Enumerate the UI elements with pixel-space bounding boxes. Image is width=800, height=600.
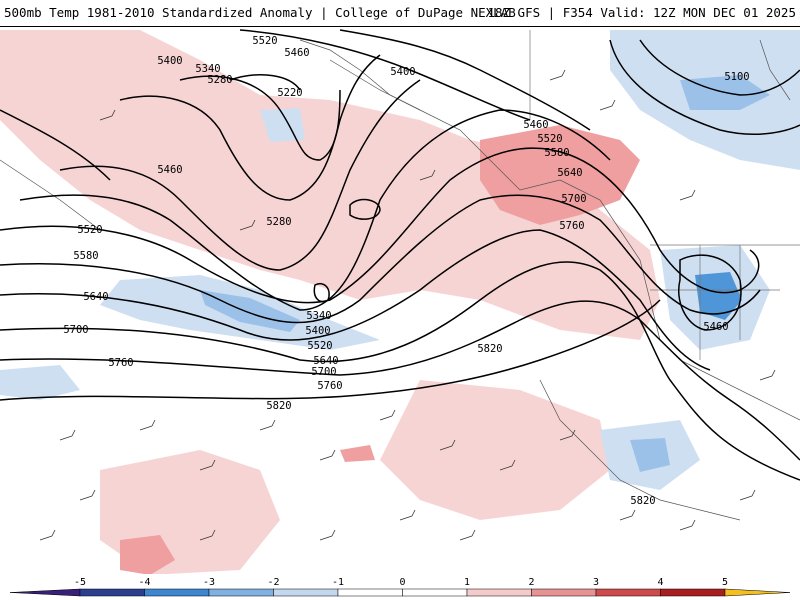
contour-label: 5460: [703, 321, 728, 333]
colorbar-band: [208, 588, 274, 597]
contour-label: 5820: [630, 495, 655, 507]
contour-label: 5280: [266, 216, 291, 228]
contour-label: 5520: [77, 224, 102, 236]
colorbar-tick-label: -5: [74, 577, 86, 588]
warm-anomaly-pacific: [0, 30, 660, 340]
contour-label: 5820: [266, 400, 291, 412]
contour-label: 5280: [207, 74, 232, 86]
warm-anomaly-small: [120, 535, 175, 575]
contour-label: 5340: [195, 63, 220, 75]
contour-labels: 5520 5460 5400 5340 5280 5220 5400 5460 …: [63, 35, 749, 507]
colorbar-tick-label: 0: [399, 577, 405, 588]
contour-label: 5760: [559, 220, 584, 232]
contour-label: 5340: [306, 310, 331, 322]
anomaly-map: 5520 5460 5400 5340 5280 5220 5400 5460 …: [0, 29, 800, 575]
model-valid-time: 18Z GFS | F354 Valid: 12Z MON DEC 01 202…: [487, 5, 796, 20]
warm-anomaly-tiny: [340, 445, 375, 462]
contour-label: 5400: [157, 55, 182, 67]
colorbar-tick-label: -3: [203, 577, 215, 588]
colorbar-band: [79, 588, 145, 597]
colorbar-tick-label: 5: [722, 577, 728, 588]
colorbar-band: [660, 588, 726, 597]
colorbar-tick-label: 4: [657, 577, 663, 588]
contour-label: 5520: [307, 340, 332, 352]
map-header: 500mb Temp 1981-2010 Standardized Anomal…: [0, 0, 800, 27]
contour-label: 5700: [561, 193, 586, 205]
coastlines: [0, 39, 800, 521]
colorbar-ticks: -5 -4 -3 -2 -1 0 1 2 3 4 5: [74, 577, 728, 588]
colorbar-tick-label: -1: [332, 577, 344, 588]
colorbar-tick-label: -2: [267, 577, 279, 588]
contour-label: 5640: [313, 355, 338, 367]
contour-label: 5700: [63, 324, 88, 336]
contour-label: 5700: [311, 366, 336, 378]
contour-label: 5760: [108, 357, 133, 369]
colorbar-band: [466, 588, 532, 597]
contour-label: 5520: [537, 133, 562, 145]
colorbar-bands: [9, 588, 791, 597]
contour-label: 5760: [317, 380, 342, 392]
contour-label: 5220: [277, 87, 302, 99]
colorbar-band: [595, 588, 661, 597]
contour-label: 5640: [83, 291, 108, 303]
contour-label: 5400: [305, 325, 330, 337]
contour-label: 5820: [477, 343, 502, 355]
colorbar-tick-label: 3: [593, 577, 599, 588]
contour-label: 5580: [544, 147, 569, 159]
contour-label: 5100: [724, 71, 749, 83]
cold-anomaly-pacific-core: [200, 290, 300, 332]
contour-label: 5520: [252, 35, 277, 47]
contour-label: 5460: [157, 164, 182, 176]
colorbar-tick-label: 2: [528, 577, 534, 588]
contour-label: 5580: [73, 250, 98, 262]
warm-anomaly-southwest: [380, 380, 610, 520]
contour-label: 5460: [523, 119, 548, 131]
contour-label: 5400: [390, 66, 415, 78]
colorbar-arrow-right: [724, 588, 791, 597]
colorbar-band: [144, 588, 210, 597]
wind-barbs: [39, 69, 776, 541]
map-title: 500mb Temp 1981-2010 Standardized Anomal…: [4, 5, 516, 20]
colorbar-band: [273, 588, 339, 597]
cold-anomaly-west-core: [695, 272, 742, 320]
colorbar-tick-label: -4: [138, 577, 150, 588]
cold-anomaly-mexico-core: [630, 438, 670, 472]
colorbar-band: [337, 588, 403, 597]
colorbar-tick-label: 1: [464, 577, 470, 588]
colorbar-band: [402, 588, 468, 597]
cold-anomaly-left: [0, 365, 80, 400]
anomaly-colorbar: -5 -4 -3 -2 -1 0 1 2 3 4 5: [0, 574, 800, 600]
contour-label: 5640: [557, 167, 582, 179]
height-contours: [0, 29, 800, 481]
contour-label: 5460: [284, 47, 309, 59]
colorbar-band: [531, 588, 597, 597]
colorbar-arrow-left: [9, 588, 81, 597]
political-borders: [529, 30, 800, 360]
